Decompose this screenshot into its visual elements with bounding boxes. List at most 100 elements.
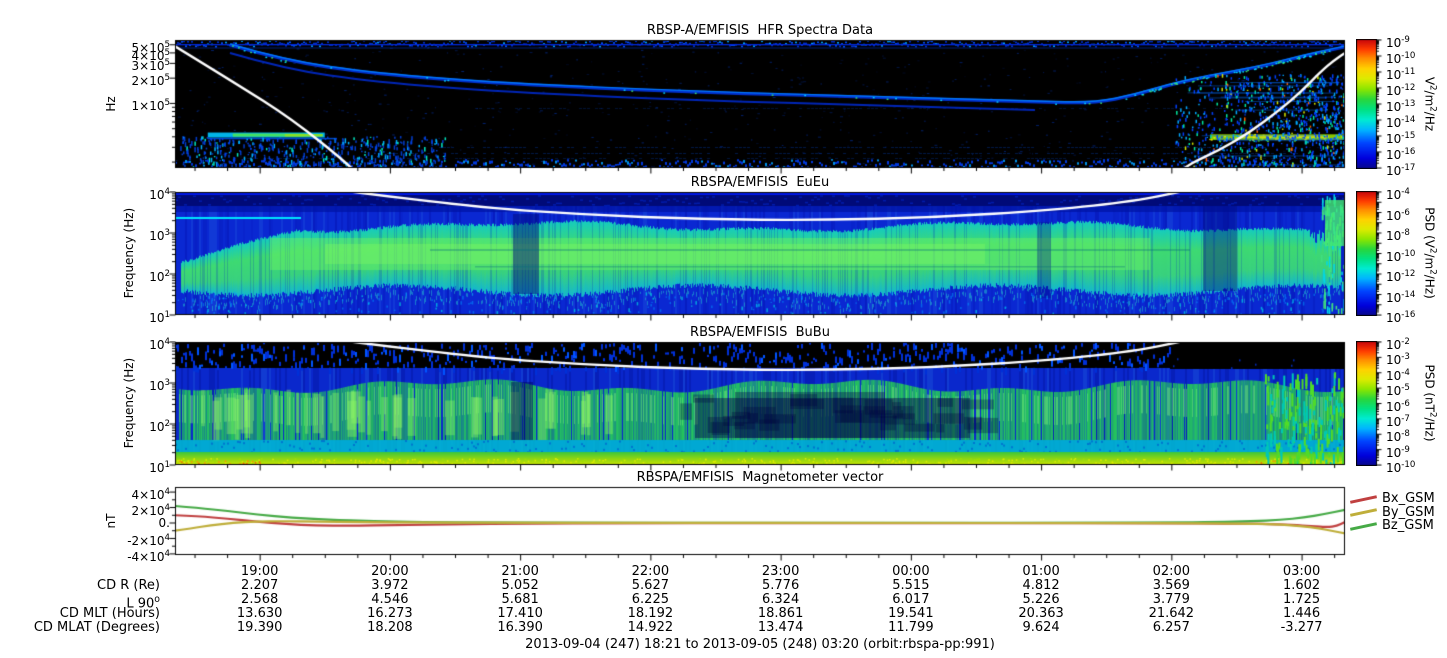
colorbar-tick-label: 10-16 — [1386, 147, 1416, 162]
colorbar-tick-label: 10-3 — [1386, 352, 1410, 368]
ephemeris-value: 3.779 — [1152, 592, 1190, 607]
y-tick-label: 104 — [149, 337, 170, 352]
colorbar-tick-label: 10-13 — [1386, 99, 1416, 114]
ephemeris-value: 21.642 — [1148, 606, 1195, 621]
time-axis-label: 19:00 — [240, 564, 279, 579]
ephemeris-value: 5.681 — [501, 592, 539, 607]
ephemeris-value: 2.207 — [241, 578, 279, 593]
y-tick-label: 3×105 — [131, 58, 170, 74]
y-tick-label: 102 — [149, 269, 170, 284]
ephemeris-value: 17.410 — [497, 606, 543, 621]
ephemeris-value: 3.972 — [371, 578, 409, 593]
ephemeris-value: 14.922 — [627, 620, 674, 635]
ephemeris-value: 4.546 — [371, 592, 409, 607]
colorbar-tick-label: 10-6 — [1386, 398, 1410, 414]
y-tick-label: 1×105 — [131, 98, 170, 114]
ephemeris-value: 3.569 — [1152, 578, 1190, 593]
bubu-colorbar — [1356, 341, 1383, 466]
colorbar-tick-label: 10-12 — [1386, 83, 1416, 98]
legend-label: Bx_GSM — [1382, 491, 1435, 506]
figure-caption: 2013-09-04 (247) 18:21 to 2013-09-05 (24… — [525, 637, 995, 652]
ephemeris-value: 9.624 — [1022, 620, 1060, 635]
ephemeris-value: 20.363 — [1018, 606, 1064, 621]
ephemeris-value: 13.630 — [236, 606, 283, 621]
time-axis-label: 03:00 — [1282, 564, 1321, 579]
y-tick-label: 4×105 — [131, 47, 170, 63]
colorbar-tick-label: 10-17 — [1386, 163, 1416, 178]
hfr-spectrogram-canvas — [163, 39, 1358, 181]
colorbar-tick-label: 10-7 — [1386, 413, 1410, 429]
ephemeris-row-label: L 90o — [126, 594, 160, 612]
ephemeris-value: 1.602 — [1282, 578, 1321, 593]
y-tick-label: 103 — [149, 378, 170, 393]
y-tick-label: -2×104 — [127, 533, 170, 549]
time-axis-label: 20:00 — [371, 564, 409, 579]
y-tick-label: -4×104 — [127, 548, 170, 564]
y-tick-label: 5×105 — [131, 39, 170, 55]
ephemeris-value: 6.225 — [631, 592, 669, 607]
y-tick-label: 101 — [149, 310, 170, 325]
colorbar-tick-label: 10-9 — [1386, 444, 1410, 460]
ephemeris-value: 18.192 — [627, 606, 674, 621]
y-tick-label: 101 — [149, 460, 170, 475]
bubu-y-axis-label: Frequency (Hz) — [122, 357, 136, 449]
colorbar-tick-label: 10-11 — [1386, 67, 1416, 82]
colorbar-tick-label: 10-5 — [1386, 383, 1410, 399]
legend-label: By_GSM — [1382, 504, 1435, 520]
ephemeris-row-label: CD R (Re) — [97, 578, 160, 593]
ephemeris-row-label: CD MLT (Hours) — [59, 606, 160, 621]
hfr-colorbar — [1356, 39, 1383, 169]
ephemeris-value: 19.541 — [888, 606, 934, 621]
ephemeris-row-label: CD MLAT (Degrees) — [33, 620, 160, 635]
ephemeris-value: 6.257 — [1152, 620, 1190, 635]
time-axis-label: 01:00 — [1022, 564, 1060, 579]
time-axis-label: 23:00 — [761, 564, 800, 579]
ephemeris-value: 5.627 — [631, 578, 669, 593]
time-axis-label: 02:00 — [1152, 564, 1191, 579]
ephemeris-value: -3.277 — [1280, 620, 1323, 635]
colorbar-tick-label: 10-8 — [1386, 429, 1410, 445]
y-tick-label: 103 — [149, 228, 170, 243]
time-axis-label: 00:00 — [892, 564, 930, 579]
colorbar-tick-label: 10-8 — [1386, 228, 1410, 243]
ephemeris-value: 11.799 — [888, 620, 934, 635]
colorbar-tick-label: 10-6 — [1386, 207, 1410, 223]
legend-label: Bz_GSM — [1382, 518, 1434, 533]
y-tick-label: 102 — [149, 419, 170, 434]
colorbar-tick-label: 10-10 — [1386, 460, 1416, 475]
colorbar-tick-label: 10-14 — [1386, 289, 1416, 305]
magnetometer-line-canvas — [163, 486, 1358, 568]
ephemeris-value: 1.725 — [1282, 592, 1321, 607]
y-tick-label: 0. — [158, 516, 170, 530]
colorbar-tick-label: 10-14 — [1386, 115, 1416, 130]
eueu-y-axis-label: Frequency (Hz) — [122, 207, 136, 299]
colorbar-tick-label: 10-4 — [1386, 367, 1410, 383]
eueu-spectrogram-canvas — [163, 191, 1358, 328]
y-tick-label: 104 — [149, 187, 170, 202]
ephemeris-value: 13.474 — [757, 620, 804, 635]
ephemeris-value: 5.515 — [892, 578, 930, 593]
colorbar-tick-label: 10-16 — [1386, 310, 1416, 325]
ephemeris-value: 18.861 — [757, 606, 804, 621]
ephemeris-value: 1.446 — [1282, 606, 1321, 621]
colorbar-tick-label: 10-10 — [1386, 51, 1416, 66]
ephemeris-value: 6.324 — [762, 592, 800, 607]
colorbar-tick-label: 10-9 — [1386, 35, 1410, 50]
ephemeris-value: 6.017 — [892, 592, 930, 607]
time-axis-label: 22:00 — [631, 564, 670, 579]
hfr-panel-title: RBSP-A/EMFISIS HFR Spectra Data — [646, 23, 874, 38]
y-tick-label: 2×105 — [131, 73, 170, 89]
colorbar-tick-label: 10-10 — [1386, 248, 1416, 264]
bubu-panel-title: RBSPA/EMFISIS BuBu — [690, 325, 830, 340]
ephemeris-value: 5.226 — [1022, 592, 1060, 607]
ephemeris-value: 18.208 — [367, 620, 413, 635]
ephemeris-value: 19.390 — [236, 620, 283, 635]
ephemeris-value: 2.568 — [241, 592, 279, 607]
ephemeris-value: 5.776 — [762, 578, 800, 593]
colorbar-tick-label: 10-2 — [1386, 337, 1410, 352]
bubu-spectrogram-canvas — [163, 341, 1358, 478]
time-axis-label: 21:00 — [501, 564, 539, 579]
ephemeris-value: 16.390 — [497, 620, 543, 635]
ephemeris-value: 5.052 — [501, 578, 539, 593]
